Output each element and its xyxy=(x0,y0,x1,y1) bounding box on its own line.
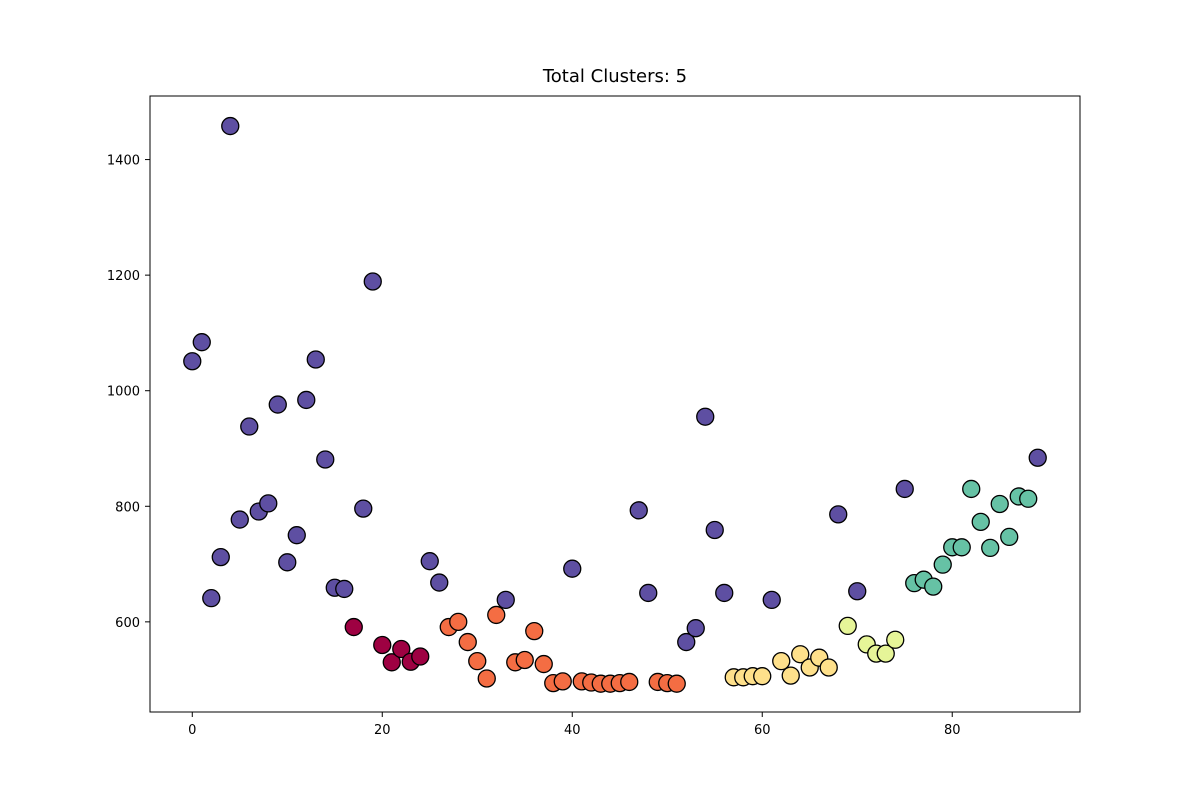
plot-frame xyxy=(149,95,1081,713)
scatter-point xyxy=(449,612,468,632)
scatter-point xyxy=(468,651,487,671)
scatter-point xyxy=(430,573,449,592)
x-tick-label: 0 xyxy=(188,723,196,738)
scatter-point xyxy=(1028,448,1047,467)
x-tick-label: 60 xyxy=(754,723,771,738)
scatter-point xyxy=(392,639,411,659)
scatter-point xyxy=(962,479,981,499)
scatter-point xyxy=(848,582,867,601)
scatter-point xyxy=(924,577,943,596)
scatter-point xyxy=(895,479,914,499)
scatter-point xyxy=(287,526,306,545)
scatter-point xyxy=(753,667,772,686)
scatter-point xyxy=(411,647,430,666)
scatter-point xyxy=(952,538,971,557)
scatter-point xyxy=(838,616,857,636)
scatter-point xyxy=(829,505,848,524)
scatter-point xyxy=(629,501,648,520)
scatter-point xyxy=(373,635,392,655)
scatter-point xyxy=(981,538,1000,558)
x-tick-label: 40 xyxy=(564,723,581,738)
scatter-point xyxy=(886,630,905,649)
scatter-point xyxy=(553,672,572,691)
scatter-point xyxy=(667,674,686,693)
scatter-point xyxy=(496,590,515,610)
scatter-point xyxy=(1019,489,1038,508)
scatter-point xyxy=(525,621,544,641)
scatter-point xyxy=(876,644,895,663)
y-tick-label: 1400 xyxy=(107,154,140,169)
scatter-point xyxy=(705,520,724,540)
scatter-point xyxy=(420,552,439,571)
scatter-point xyxy=(354,499,373,518)
y-tick-label: 600 xyxy=(115,616,140,631)
scatter-point xyxy=(990,494,1009,514)
scatter-point xyxy=(620,672,639,692)
scatter-point xyxy=(297,390,316,410)
scatter-point xyxy=(772,651,791,671)
scatter-point xyxy=(762,590,781,610)
scatter-point xyxy=(183,352,202,371)
scatter-point xyxy=(477,669,496,688)
x-tick-label: 20 xyxy=(374,723,391,738)
y-tick-label: 800 xyxy=(115,500,140,515)
scatter-point xyxy=(1000,527,1019,547)
x-tick-label: 80 xyxy=(944,723,961,738)
scatter-point xyxy=(382,653,401,672)
scatter-point xyxy=(686,619,705,638)
scatter-point xyxy=(259,494,278,513)
scatter-point xyxy=(677,632,696,652)
scatter-point xyxy=(696,407,715,426)
scatter-point xyxy=(563,559,582,578)
scatter-point xyxy=(715,583,734,603)
y-tick-label: 1000 xyxy=(107,385,140,400)
scatter-point xyxy=(639,583,658,603)
scatter-point xyxy=(515,650,534,670)
scatter-point xyxy=(791,645,810,664)
scatter-point xyxy=(487,605,506,625)
scatter-point xyxy=(933,555,952,574)
scatter-point xyxy=(202,589,221,608)
scatter-point xyxy=(278,553,297,572)
scatter-point xyxy=(192,333,211,352)
scatter-point xyxy=(458,632,477,652)
scatter-point xyxy=(363,272,382,291)
scatter-point xyxy=(971,512,990,532)
scatter-point xyxy=(221,116,240,136)
scatter-point xyxy=(534,654,553,674)
scatter-point xyxy=(316,450,335,469)
scatter-point xyxy=(306,350,325,369)
scatter-point xyxy=(211,547,230,567)
scatter-point xyxy=(268,395,287,414)
scatter-point xyxy=(230,510,249,529)
y-tick-label: 1200 xyxy=(107,269,140,284)
scatter-point xyxy=(240,417,259,436)
scatter-point xyxy=(781,666,800,685)
scatter-point xyxy=(335,579,354,599)
scatter-point xyxy=(819,658,838,677)
chart-title: Total Clusters: 5 xyxy=(542,66,687,87)
scatter-point xyxy=(344,617,363,637)
